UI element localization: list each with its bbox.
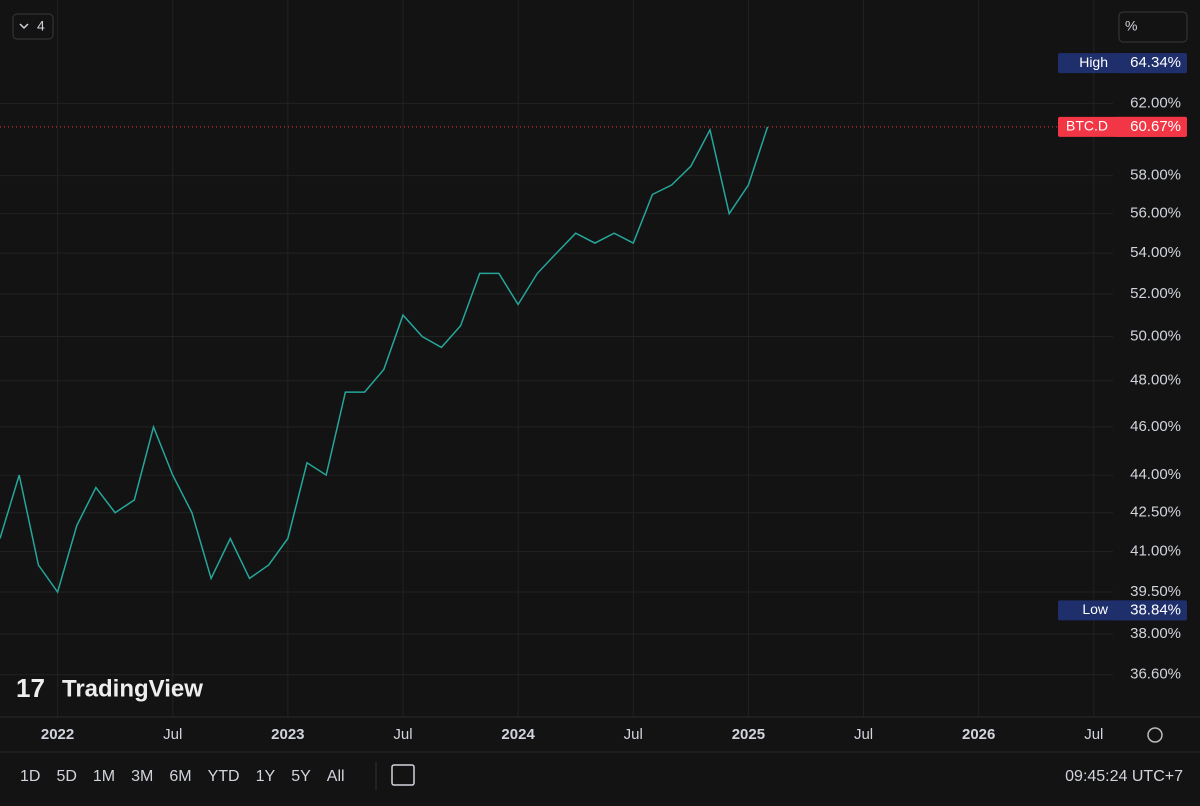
intervals-button[interactable]: [12, 13, 54, 40]
high-value-box: [1114, 53, 1187, 74]
settings-icon[interactable]: [1147, 727, 1163, 743]
x-tick-label: Jul: [1084, 726, 1103, 743]
y-tick-label: 52.00%: [1130, 285, 1181, 302]
x-tick-label: Jul: [163, 726, 182, 743]
x-tick-label: 2023: [271, 726, 304, 743]
x-tick-label: 2024: [501, 726, 535, 743]
range-button[interactable]: All: [327, 768, 345, 785]
x-tick-label: 2026: [962, 726, 995, 743]
scale-mode: %: [1125, 18, 1137, 34]
goto-date-icon[interactable]: [391, 764, 415, 786]
y-tick-label: 39.50%: [1130, 583, 1181, 600]
low-value: 38.84%: [1130, 601, 1181, 618]
chevron-icon: [19, 23, 29, 30]
x-tick-label: Jul: [393, 726, 412, 743]
low-label: Low: [1082, 601, 1109, 617]
x-tick-label: 2022: [41, 726, 74, 743]
watermark: TradingView: [62, 675, 203, 702]
intervals-count: 4: [37, 18, 45, 34]
range-button[interactable]: 5D: [56, 768, 76, 785]
range-button[interactable]: 6M: [169, 768, 191, 785]
y-tick-label: 62.00%: [1130, 94, 1181, 111]
clock: 09:45:24 UTC+7: [1065, 768, 1183, 785]
range-button[interactable]: 3M: [131, 768, 153, 785]
x-tick-label: Jul: [854, 726, 873, 743]
y-tick-label: 46.00%: [1130, 418, 1181, 435]
range-button[interactable]: 1Y: [256, 768, 276, 785]
ui: 36.60% 38.00% 39.50% 41.00% 42.50% 44.00% 46.0…: [20, 53, 1187, 785]
range-button[interactable]: 5Y: [291, 768, 311, 785]
y-tick-label: 58.00%: [1130, 167, 1181, 184]
last_price-value-box: [1114, 116, 1187, 137]
line: [0, 126, 769, 594]
y-tick-label: 38.00%: [1130, 625, 1181, 642]
y-tick-label: 50.00%: [1130, 327, 1181, 344]
last_price-value: 60.67%: [1130, 118, 1181, 135]
y-tick-label: 42.50%: [1130, 504, 1181, 521]
range-button[interactable]: YTD: [208, 768, 240, 785]
low-value-box: [1114, 600, 1187, 621]
range-button[interactable]: 1D: [20, 768, 40, 785]
high-value: 64.34%: [1130, 54, 1181, 71]
y-tick-label: 56.00%: [1130, 205, 1181, 222]
high-label: High: [1079, 54, 1108, 70]
scale-mode-button[interactable]: [1118, 11, 1188, 43]
y-tick-label: 44.00%: [1130, 466, 1181, 483]
x-tick-label: 2025: [732, 726, 765, 743]
y-tick-label: 48.00%: [1130, 372, 1181, 389]
range-button[interactable]: 1M: [93, 768, 115, 785]
x-tick-label: Jul: [624, 726, 643, 743]
plot: [0, 126, 1113, 594]
y-tick-label: 36.60%: [1130, 666, 1181, 683]
watermark-logo: 17: [16, 673, 45, 703]
y-tick-label: 41.00%: [1130, 543, 1181, 560]
last_price-label: BTC.D: [1066, 118, 1108, 134]
y-tick-label: 54.00%: [1130, 244, 1181, 261]
